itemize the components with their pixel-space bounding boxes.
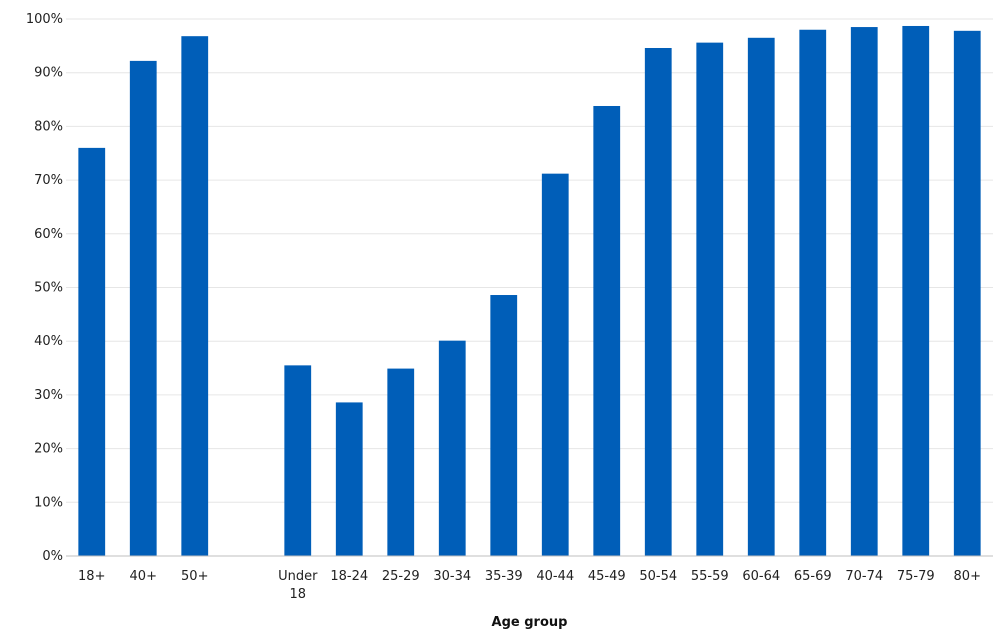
y-tick-label: 0% xyxy=(42,549,63,564)
x-tick-label: 40+ xyxy=(130,569,157,584)
x-tick-label: 18-24 xyxy=(330,569,368,584)
x-tick-label: Under 18 xyxy=(278,569,318,602)
x-tick-label: 45-49 xyxy=(588,569,626,584)
x-tick-label: 75-79 xyxy=(897,569,935,584)
bar xyxy=(438,340,466,556)
bar xyxy=(747,37,775,557)
bars xyxy=(78,25,981,557)
y-tick-label: 60% xyxy=(34,227,63,242)
bar xyxy=(902,25,930,556)
gridlines xyxy=(66,18,993,503)
x-tick-label: 60-64 xyxy=(742,569,780,584)
y-tick-label: 50% xyxy=(34,281,63,296)
y-tick-label: 90% xyxy=(34,66,63,81)
x-tick-label: 40-44 xyxy=(536,569,574,584)
x-tick-label: 70-74 xyxy=(845,569,883,584)
y-tick-label: 40% xyxy=(34,334,63,349)
y-tick-label: 10% xyxy=(34,495,63,510)
bar xyxy=(284,365,312,556)
bar xyxy=(387,368,415,556)
bar xyxy=(696,42,724,557)
x-tick-label: 50+ xyxy=(181,569,208,584)
x-axis-title: Age group xyxy=(492,615,568,630)
y-tick-label: 100% xyxy=(26,12,63,27)
bar xyxy=(78,147,106,556)
bar xyxy=(129,60,157,557)
x-tick-label: 30-34 xyxy=(433,569,471,584)
x-tick-label: 50-54 xyxy=(639,569,677,584)
bar xyxy=(541,173,569,556)
x-axis-tick-labels: 18+ 40+ 50+ Under 18 18-24 25-29 30-34 35-39 40-4… xyxy=(78,569,981,602)
x-tick-label: 65-69 xyxy=(794,569,832,584)
x-tick-label: 18+ xyxy=(78,569,105,584)
y-tick-label: 20% xyxy=(34,442,63,457)
bar xyxy=(644,47,672,557)
x-tick-label: 55-59 xyxy=(691,569,729,584)
x-tick-label: 35-39 xyxy=(485,569,523,584)
y-axis-tick-labels: 0% 10% 20% 30% 40% 50% 60% 70% 80% 90% 100% xyxy=(26,12,63,564)
bar xyxy=(850,27,878,557)
bar xyxy=(953,30,981,556)
bar xyxy=(593,105,621,556)
bar xyxy=(490,295,518,556)
bar xyxy=(799,29,827,557)
x-tick-label: 25-29 xyxy=(382,569,420,584)
x-tick-label: 80+ xyxy=(954,569,981,584)
bar xyxy=(181,36,209,556)
y-tick-label: 80% xyxy=(34,119,63,134)
y-tick-label: 30% xyxy=(34,388,63,403)
bar xyxy=(335,402,363,556)
y-tick-label: 70% xyxy=(34,173,63,188)
